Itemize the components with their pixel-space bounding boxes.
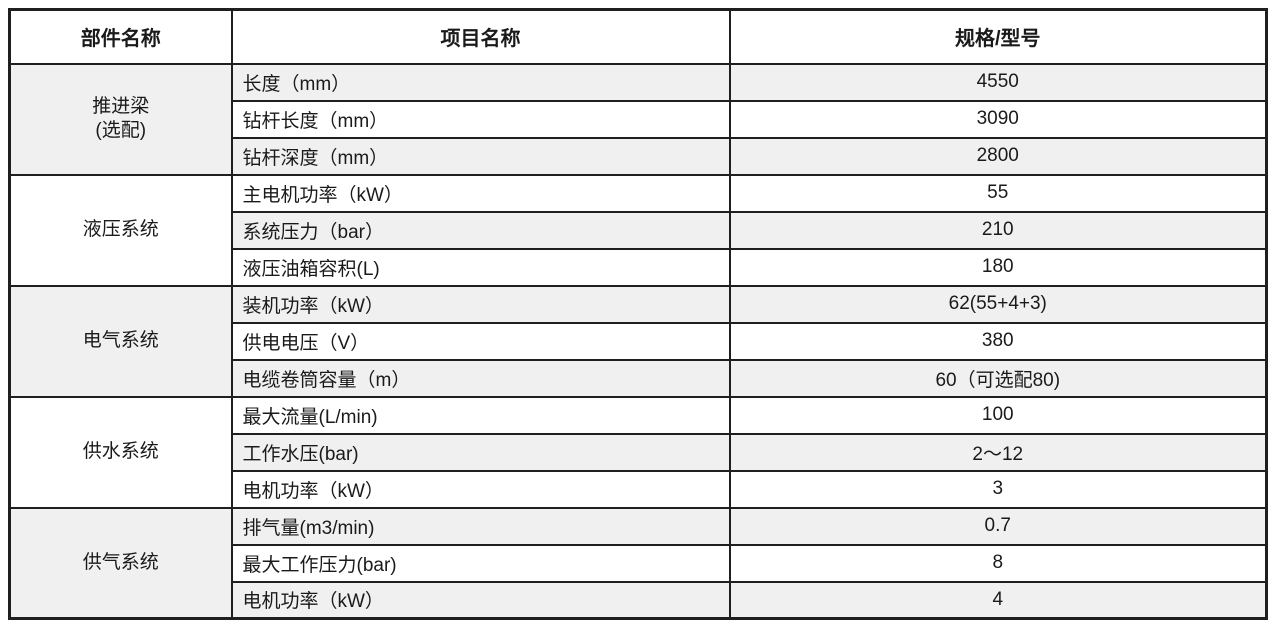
table-row: 液压系统 主电机功率（kW） 55 xyxy=(8,173,1268,287)
header-cell-spec-model: 规格/型号 xyxy=(728,8,1268,65)
table-row: 钻杆长度（mm） 3090 xyxy=(10,99,1268,139)
item-cell: 长度（mm） xyxy=(230,62,731,102)
value-cell: 3090 xyxy=(728,99,1268,139)
item-cell: 系统压力（bar） xyxy=(230,210,731,250)
table-row: 最大工作压力(bar) 8 xyxy=(10,543,1268,583)
value-cell: 4 xyxy=(728,580,1268,620)
value-cell: 60（可选配80) xyxy=(728,358,1268,398)
table-row: 电机功率（kW） 4 xyxy=(10,580,1268,620)
header-cell-component-name: 部件名称 xyxy=(8,8,233,65)
item-cell: 最大工作压力(bar) xyxy=(230,543,731,583)
group-cell-feed-beam: 推进梁 (选配) xyxy=(8,62,233,176)
item-cell: 电机功率（kW） xyxy=(230,469,731,509)
group-cell-water-supply-system: 供水系统 xyxy=(8,395,233,509)
item-cell: 供电电压（V） xyxy=(230,321,731,361)
item-cell: 最大流量(L/min) xyxy=(230,395,731,435)
value-cell: 4550 xyxy=(728,62,1268,102)
value-cell: 55 xyxy=(728,173,1268,213)
value-cell: 380 xyxy=(728,321,1268,361)
table-row: 系统压力（bar） 210 xyxy=(10,210,1268,250)
value-cell: 0.7 xyxy=(728,506,1268,546)
header-row: 部件名称 项目名称 规格/型号 xyxy=(8,8,1268,65)
group-cell-electrical-system: 电气系统 xyxy=(8,284,233,398)
item-cell: 排气量(m3/min) xyxy=(230,506,731,546)
table-row: 工作水压(bar) 2～12 xyxy=(10,432,1268,472)
value-cell: 2～12 xyxy=(728,432,1268,472)
value-cell: 100 xyxy=(728,395,1268,435)
value-cell: 3 xyxy=(728,469,1268,509)
value-cell: 8 xyxy=(728,543,1268,583)
table-row: 供电电压（V） 380 xyxy=(10,321,1268,361)
item-cell: 装机功率（kW） xyxy=(230,284,731,324)
table-row: 电缆卷筒容量（m） 60（可选配80) xyxy=(10,358,1268,398)
item-cell: 主电机功率（kW） xyxy=(230,173,731,213)
item-cell: 工作水压(bar) xyxy=(230,432,731,472)
table-row: 电机功率（kW） 3 xyxy=(10,469,1268,509)
table-row: 电气系统 装机功率（kW） 62(55+4+3) xyxy=(8,284,1268,398)
table-row: 供水系统 最大流量(L/min) 100 xyxy=(8,395,1268,509)
table-row: 液压油箱容积(L) 180 xyxy=(10,247,1268,287)
item-cell: 钻杆长度（mm） xyxy=(230,99,731,139)
item-cell: 电机功率（kW） xyxy=(230,580,731,620)
item-cell: 液压油箱容积(L) xyxy=(230,247,731,287)
group-cell-hydraulic-system: 液压系统 xyxy=(8,173,233,287)
item-cell: 电缆卷筒容量（m） xyxy=(230,358,731,398)
value-cell: 2800 xyxy=(728,136,1268,176)
table-row: 推进梁 (选配) 长度（mm） 4550 xyxy=(8,62,1268,176)
group-cell-air-supply-system: 供气系统 xyxy=(8,506,233,620)
header-cell-item-name: 项目名称 xyxy=(230,8,731,65)
table-row: 钻杆深度（mm） 2800 xyxy=(10,136,1268,176)
table-row: 供气系统 排气量(m3/min) 0.7 xyxy=(8,506,1268,620)
item-cell: 钻杆深度（mm） xyxy=(230,136,731,176)
value-cell: 210 xyxy=(728,210,1268,250)
value-cell: 62(55+4+3) xyxy=(728,284,1268,324)
spec-table: 部件名称 项目名称 规格/型号 推进梁 (选配) 长度（mm） 4550 钻杆长… xyxy=(8,8,1268,620)
value-cell: 180 xyxy=(728,247,1268,287)
